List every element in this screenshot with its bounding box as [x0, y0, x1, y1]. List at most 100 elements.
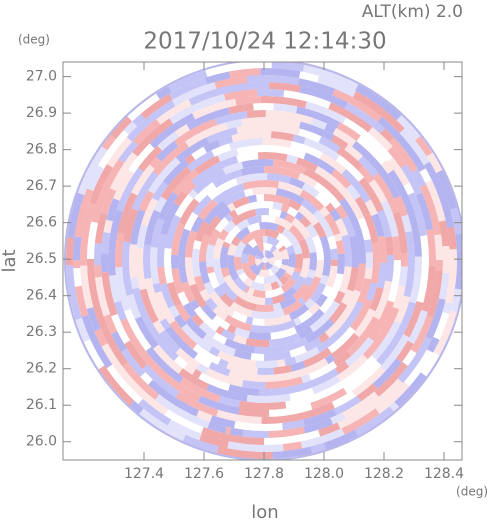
radar-cell	[279, 210, 288, 220]
radar-cell	[415, 136, 433, 157]
radar-cell	[336, 122, 361, 142]
radar-cell	[115, 267, 131, 312]
radar-cell	[318, 422, 341, 437]
radar-cell	[255, 200, 274, 209]
radar-cell	[188, 88, 219, 106]
radar-cell	[246, 109, 266, 119]
radar-cell	[282, 419, 305, 431]
radar-cell	[292, 134, 306, 145]
radar-cell	[191, 146, 207, 160]
radar-cell	[194, 155, 221, 175]
radar-cell	[269, 237, 280, 247]
radar-cell	[242, 380, 266, 390]
radar-cell	[319, 152, 347, 175]
radar-cell	[175, 347, 200, 370]
radar-cell	[101, 271, 118, 317]
y-unit: (deg)	[18, 33, 50, 47]
radar-cell	[400, 253, 408, 267]
radar-cell	[220, 245, 229, 269]
radar-cell	[268, 426, 305, 438]
radar-cell	[267, 253, 275, 259]
radar-cell	[375, 381, 410, 414]
radar-cell	[181, 181, 197, 196]
radar-cell	[118, 140, 139, 163]
radar-cell	[100, 253, 109, 273]
radar-cell	[160, 166, 192, 201]
y-tick-label: 26.3	[26, 324, 57, 340]
radar-cell	[155, 310, 166, 322]
radar-cell	[342, 117, 383, 151]
radar-cell	[145, 346, 184, 384]
radar-cell	[407, 310, 428, 345]
radar-cell	[323, 225, 334, 238]
radar-cell	[326, 265, 338, 288]
radar-cell	[370, 262, 380, 284]
radar-cell	[294, 267, 302, 274]
radar-cell	[236, 144, 274, 156]
radar-cell	[152, 320, 165, 334]
radar-cell	[263, 193, 291, 206]
radar-cell	[183, 212, 199, 231]
radar-cell	[268, 208, 282, 218]
radar-cell	[149, 156, 162, 169]
radar-cell	[217, 358, 229, 369]
radar-cell	[156, 99, 192, 125]
radar-cell	[157, 200, 173, 221]
x-tick-label: 127.6	[184, 466, 224, 482]
radar-cell	[229, 138, 263, 151]
radar-cell	[205, 297, 218, 311]
radar-cell	[299, 85, 348, 109]
radar-cell	[372, 173, 400, 214]
radar-cell	[169, 107, 192, 125]
radar-cell	[177, 291, 190, 306]
radar-cell	[247, 359, 257, 368]
radar-cell	[156, 86, 172, 100]
radar-cell	[314, 165, 346, 193]
radar-cell	[301, 198, 319, 215]
radar-cell	[302, 64, 359, 91]
radar-edge	[64, 62, 462, 460]
radar-cell	[298, 309, 313, 324]
radar-cell	[269, 82, 301, 93]
radar-cell	[249, 263, 262, 276]
radar-cell	[113, 300, 127, 321]
radar-cell	[192, 369, 202, 379]
radar-cell	[303, 347, 332, 368]
radar-cell	[265, 124, 301, 136]
radar-cell	[192, 240, 202, 250]
radar-cell	[108, 275, 121, 303]
radar-cell	[368, 127, 393, 151]
radar-cell	[285, 389, 330, 409]
radar-cell	[445, 249, 458, 304]
radar-cell	[358, 155, 379, 178]
radar-cell	[301, 283, 318, 303]
radar-cell	[318, 332, 330, 344]
radar-cell	[212, 332, 228, 345]
radar-cell	[259, 371, 296, 383]
radar-cell	[236, 218, 250, 231]
radar-cell	[360, 378, 403, 417]
radar-cell	[284, 213, 296, 224]
radar-cell	[349, 235, 360, 268]
radar-cell	[94, 276, 111, 317]
radar-cell	[358, 177, 384, 213]
radar-cell	[175, 303, 191, 322]
radar-cell	[100, 188, 117, 215]
radar-cell	[229, 68, 261, 79]
radar-cell	[122, 361, 160, 400]
radar-cell	[203, 200, 227, 225]
radar-cell	[156, 140, 179, 162]
radar-cell	[250, 353, 265, 361]
radar-cell	[132, 118, 174, 157]
radar-cell	[175, 124, 190, 137]
radar-cell	[264, 314, 292, 327]
radar-cell	[198, 234, 211, 262]
radar-cell	[392, 235, 402, 261]
radar-cell	[183, 302, 197, 319]
radar-cell	[175, 391, 219, 417]
radar-cell	[297, 224, 312, 240]
radar-cell	[433, 311, 450, 340]
radar-cell	[371, 213, 385, 238]
radar-cell	[126, 294, 142, 320]
